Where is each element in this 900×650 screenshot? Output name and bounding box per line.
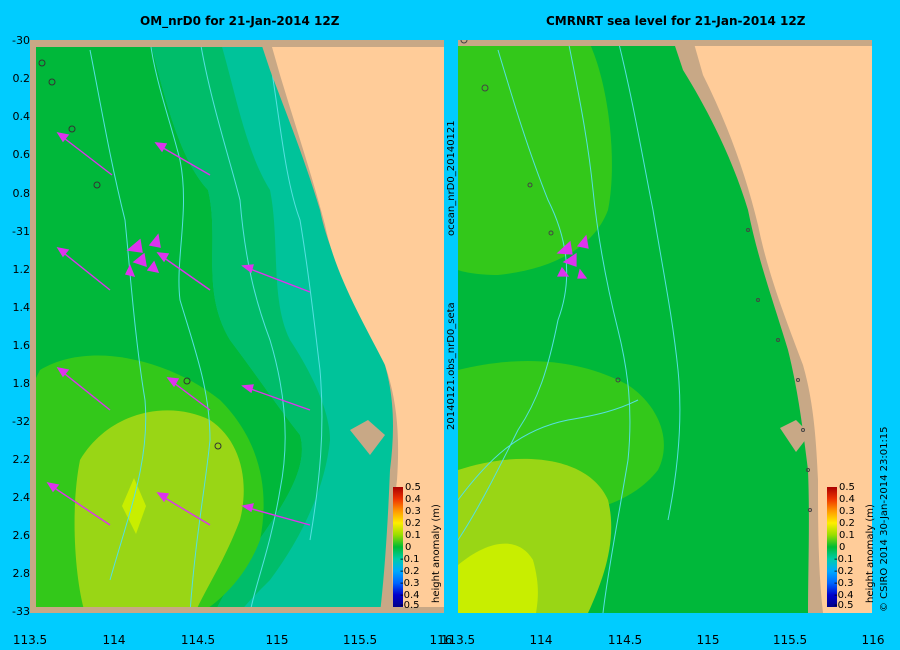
lon-label: 115.5: [772, 633, 808, 647]
lon-label: 113.5: [440, 633, 476, 647]
lon-label: 113.5: [12, 633, 48, 647]
left-map-panel: [30, 40, 444, 613]
model-run-label: ocean_nrD0_20140121: [446, 120, 457, 236]
colorbar-label: height anomaly (m): [865, 504, 876, 603]
observation-markers: [460, 40, 812, 512]
map-border-left: [30, 40, 36, 613]
colorbar-tick: 0.5: [405, 482, 421, 493]
velocity-arrows: [46, 131, 311, 526]
colorbar-tick: -0.3: [400, 578, 420, 589]
colorbar-tick: 0.1: [839, 530, 855, 541]
colorbar-tick: -0.1: [834, 554, 854, 565]
lat-label: -31: [12, 225, 30, 238]
land-area: [270, 40, 444, 613]
right-map-title: CMRNRT sea level for 21-Jan-2014 12Z: [546, 14, 806, 28]
lat-label: 2.8: [12, 567, 31, 580]
lon-label: 114.5: [180, 633, 216, 647]
lat-label: -32: [12, 415, 30, 428]
lat-label: 2.6: [12, 529, 31, 542]
lon-label: 114: [102, 633, 126, 647]
velocity-arrows: [556, 234, 589, 279]
lon-label: 114.5: [607, 633, 643, 647]
bathymetry-contours: [89, 40, 323, 613]
lat-label: -33: [12, 605, 30, 618]
colorbar-tick: 0.4: [839, 494, 855, 505]
lon-label: 115.5: [342, 633, 378, 647]
colorbar-tick: -0.5: [834, 600, 854, 611]
lon-label: 115: [265, 633, 289, 647]
colorbar-gradient: [393, 487, 403, 607]
colorbar-label: height anomaly (m): [431, 504, 442, 603]
observation-markers: [38, 59, 222, 450]
right-map-panel: [458, 40, 872, 613]
lon-label: 114: [529, 633, 553, 647]
colorbar-tick: -0.4: [834, 590, 854, 601]
credit-label: © CSIRO 2014 30-Jan-2014 23:01:15: [879, 426, 890, 612]
island: [780, 420, 810, 452]
anomaly-negative-band: [150, 40, 330, 613]
lat-label: 1.2: [12, 263, 31, 276]
colorbar-tick: 0.2: [839, 518, 855, 529]
anomaly-positive-core: [74, 410, 244, 613]
land-area: [693, 40, 872, 613]
colorbar-tick: 0.1: [405, 530, 421, 541]
colorbar-tick: 0: [839, 542, 846, 553]
left-map-title: OM_nrD0 for 21-Jan-2014 12Z: [140, 14, 340, 28]
lat-label: 0.4: [12, 110, 31, 123]
colorbar-tick: 0.2: [405, 518, 421, 529]
anomaly-positive-band: [458, 40, 612, 275]
lon-label: 116: [429, 633, 453, 647]
bathymetry-contours: [458, 40, 681, 613]
lon-label: 116: [861, 633, 885, 647]
map-border-bottom: [30, 607, 444, 613]
lon-label: 115: [696, 633, 720, 647]
lat-label: 0.8: [12, 187, 31, 200]
anomaly-max-core: [122, 478, 146, 534]
colorbar-tick: 0.3: [839, 506, 855, 517]
map-border-top: [30, 40, 444, 47]
lat-label: 0.2: [12, 72, 31, 85]
colorbar-tick: -0.2: [400, 566, 420, 577]
colorbar-tick: 0.5: [839, 482, 855, 493]
anomaly-max-core: [458, 543, 538, 613]
lat-label: -30: [12, 34, 30, 47]
lat-label: 1.6: [12, 339, 31, 352]
colorbar-tick: -0.2: [834, 566, 854, 577]
lat-label: 1.4: [12, 301, 31, 314]
island: [350, 420, 385, 455]
colorbar-tick: -0.5: [400, 600, 420, 611]
map-border-top: [458, 40, 872, 46]
colorbar-tick: -0.1: [400, 554, 420, 565]
lat-label: 0.6: [12, 148, 31, 161]
lat-label: 2.4: [12, 491, 31, 504]
colorbar-tick: 0: [405, 542, 412, 553]
colorbar-tick: 0.3: [405, 506, 421, 517]
colorbar-tick: -0.3: [834, 578, 854, 589]
obs-run-label: 20140121.obs_nrD0_seta: [446, 302, 457, 430]
lat-label: 1.8: [12, 377, 31, 390]
colorbar-tick: 0.4: [405, 494, 421, 505]
colorbar-gradient: [827, 487, 837, 607]
colorbar-tick: -0.4: [400, 590, 420, 601]
lat-label: 2.2: [12, 453, 31, 466]
